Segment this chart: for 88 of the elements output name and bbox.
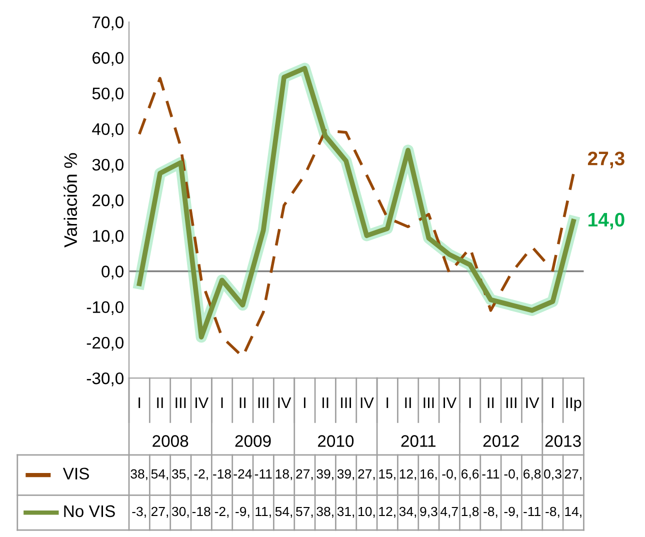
data-label: 4,7 [440, 506, 458, 518]
data-label: 1,8 [462, 506, 479, 518]
data-label: -9, [504, 506, 518, 518]
y-tick-label: 10,0 [92, 230, 124, 244]
data-label: -11 [482, 469, 500, 478]
data-label: 9,3 [420, 506, 438, 518]
data-label: -2, [214, 506, 229, 518]
x-tick-label: I [138, 397, 140, 408]
x-tick-label: II [240, 397, 246, 408]
data-label: 11, [256, 506, 271, 518]
x-tick-label: IV [526, 397, 540, 408]
data-label: 27, [564, 469, 582, 480]
data-label: 16, [420, 469, 437, 480]
data-label: 14, [565, 506, 582, 518]
data-label: 10, [358, 506, 375, 518]
data-label: -0, [442, 469, 456, 480]
x-tick-label: II [322, 397, 328, 408]
data-label: 27, [358, 469, 375, 480]
x-tick-label: IV [196, 397, 208, 408]
data-label: 34, [399, 506, 416, 518]
data-label: 12, [400, 469, 416, 480]
y-tick-label: 0,0 [102, 266, 124, 280]
data-label: -24 [234, 469, 252, 478]
y-tick-label: 70,0 [92, 16, 124, 30]
x-tick-label: I [221, 397, 223, 408]
data-label: 0,3 [544, 469, 562, 480]
y-tick-label: 20,0 [92, 194, 124, 208]
data-label: -11 [254, 469, 272, 478]
data-label: 57, [296, 506, 313, 518]
data-label: 15, [379, 469, 396, 480]
x-tick-label: III [506, 397, 516, 408]
data-label: -2, [194, 469, 208, 480]
x-tick-label: III [341, 397, 351, 408]
data-label: 54, [151, 469, 168, 480]
data-label: 38, [130, 469, 148, 480]
text: 2009 [235, 435, 271, 447]
x-tick-label: IIp [566, 397, 582, 412]
y-tick-label: 30,0 [92, 158, 124, 173]
data-label: 54, [275, 506, 292, 518]
data-label: 12, [379, 506, 396, 518]
x-tick-label: IV [278, 397, 292, 408]
data-label: 39, [337, 469, 354, 480]
legend-label: No VIS [64, 505, 115, 518]
data-label: -8, [546, 506, 560, 518]
y-tick-label: -20,0 [86, 336, 124, 351]
y-tick-label: -30,0 [86, 372, 124, 386]
x-tick-label: IV [444, 397, 457, 408]
annotation: 27,3 [588, 152, 624, 168]
y-axis-title: Variación % [64, 153, 78, 248]
data-label: 27, [296, 469, 313, 480]
data-label: -18 [192, 506, 210, 516]
data-label: -3, [132, 506, 146, 518]
x-tick-label: II [157, 397, 163, 408]
text: 2011 [401, 435, 436, 447]
x-tick-label: I [552, 397, 554, 408]
data-label: -9, [236, 506, 250, 518]
text: 2010 [318, 435, 354, 447]
x-tick-label: III [176, 397, 186, 408]
data-label: -8, [484, 506, 498, 518]
text: 2008 [152, 435, 188, 447]
text: 2012 [483, 435, 519, 447]
data-label: -18 [213, 469, 231, 479]
x-tick-label: II [405, 397, 411, 408]
data-label: 35, [172, 469, 189, 480]
x-tick-label: II [488, 397, 494, 408]
annotation: 14,0 [588, 212, 624, 230]
data-label: 30, [172, 506, 189, 518]
x-tick-label: IV [360, 397, 374, 408]
data-label: -11 [524, 506, 540, 516]
x-tick-label: III [424, 397, 434, 408]
y-tick-label: -10,0 [86, 301, 124, 316]
x-tick-label: III [258, 397, 268, 408]
legend-label: VIS [62, 468, 89, 480]
y-tick-label: 50,0 [92, 88, 124, 102]
data-label: 6,8 [524, 469, 541, 480]
y-tick-label: 40,0 [92, 123, 124, 137]
data-label: 6,6 [462, 469, 479, 480]
data-label: 39, [316, 469, 334, 480]
data-label: 38, [316, 506, 334, 518]
x-tick-label: I [386, 397, 388, 408]
x-tick-label: I [304, 397, 306, 408]
data-label: 27, [152, 506, 168, 518]
x-tick-label: I [469, 397, 471, 408]
text: 2013 [545, 435, 581, 447]
y-tick-label: 60,0 [92, 52, 124, 66]
data-label: 18, [276, 469, 292, 480]
data-label: 31, [337, 506, 354, 518]
data-label: -0, [504, 469, 518, 480]
